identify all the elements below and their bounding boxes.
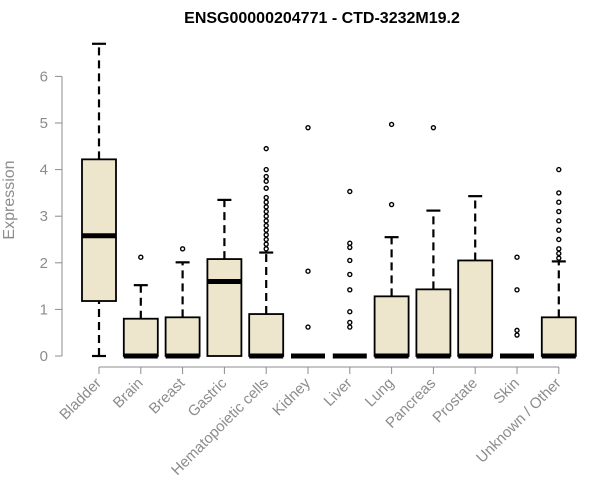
x-tick-label: Bladder <box>56 375 105 424</box>
box-4 <box>248 145 285 359</box>
outlier-point <box>263 208 269 215</box>
y-tick-label: 6 <box>40 68 48 85</box>
outlier-point <box>263 204 269 210</box>
outlier-point <box>430 124 437 131</box>
outlier-point <box>305 124 311 131</box>
outlier-point <box>347 287 353 293</box>
outlier-point <box>556 190 562 196</box>
outlier-point <box>263 173 269 180</box>
box-9 <box>457 195 494 359</box>
outlier-point <box>347 324 353 330</box>
y-tick-label: 4 <box>40 162 48 179</box>
outlier-point <box>347 257 353 264</box>
outlier-point <box>263 185 269 191</box>
box-body <box>373 295 410 357</box>
box-body <box>415 288 452 357</box>
outlier-point <box>514 254 520 260</box>
x-tick-label: Skin <box>490 375 523 408</box>
y-tick-label: 0 <box>40 348 48 365</box>
x-tick-label: Lung <box>362 375 398 411</box>
box-6 <box>332 188 367 359</box>
outlier-point <box>305 324 311 330</box>
box-body <box>122 317 159 357</box>
outlier-point <box>263 213 269 219</box>
box-11 <box>540 166 577 359</box>
x-tick-label: Brain <box>110 375 147 412</box>
box-body <box>81 158 117 302</box>
outlier-point <box>556 246 562 252</box>
y-tick-label: 3 <box>40 208 48 225</box>
outlier-point <box>263 218 269 224</box>
outlier-point <box>556 250 562 257</box>
box-0 <box>81 42 117 358</box>
outlier-point <box>263 199 269 205</box>
outlier-point <box>556 227 562 233</box>
box-body <box>164 316 201 357</box>
boxes-layer <box>81 42 577 359</box>
outlier-point <box>556 236 562 243</box>
y-tick-label: 2 <box>40 255 48 272</box>
outlier-point <box>347 244 353 251</box>
outlier-point <box>263 222 269 229</box>
y-tick-label: 5 <box>40 115 48 132</box>
outlier-point <box>347 309 353 315</box>
outlier-point <box>388 201 395 208</box>
outlier-point <box>556 199 562 205</box>
box-2 <box>164 246 201 359</box>
box-7 <box>373 121 410 359</box>
outlier-point <box>514 332 520 338</box>
outlier-point <box>263 236 269 243</box>
x-tick-label: Liver <box>321 375 356 410</box>
outlier-point <box>263 227 269 233</box>
outlier-point <box>263 246 269 252</box>
outlier-point <box>556 208 562 215</box>
outlier-point <box>556 166 562 173</box>
outlier-point <box>263 178 269 184</box>
outlier-point <box>263 232 269 238</box>
box-body <box>206 258 243 357</box>
outlier-point <box>347 188 353 195</box>
x-tick-label: Breast <box>146 374 189 417</box>
x-tick-label: Kidney <box>269 374 314 419</box>
outlier-point <box>305 268 311 274</box>
y-axis: 0 1 2 3 4 5 6 <box>40 68 63 365</box>
outlier-point <box>556 218 562 224</box>
outlier-point <box>263 145 269 152</box>
x-tick-label: Prostate <box>429 375 481 427</box>
y-axis-label: Expression <box>1 160 18 239</box>
outlier-point <box>388 121 395 128</box>
box-1 <box>122 254 159 359</box>
outlier-point <box>263 166 269 173</box>
outlier-point <box>263 241 269 247</box>
y-tick-label: 1 <box>40 301 48 318</box>
chart-title: ENSG00000204771 - CTD-3232M19.2 <box>184 10 460 27</box>
box-8 <box>415 124 452 359</box>
outlier-point <box>179 246 186 252</box>
box-body <box>248 313 285 357</box>
box-3 <box>206 198 243 357</box>
outlier-point <box>263 194 269 201</box>
outlier-point <box>347 319 353 326</box>
box-body <box>540 316 577 357</box>
outlier-point <box>138 254 144 260</box>
outlier-point <box>514 287 520 293</box>
box-5 <box>291 124 325 359</box>
outlier-point <box>347 240 353 246</box>
outlier-point <box>347 271 353 278</box>
box-10 <box>500 254 534 359</box>
box-body <box>457 259 494 357</box>
outlier-point <box>514 327 520 334</box>
outlier-point <box>556 255 562 261</box>
